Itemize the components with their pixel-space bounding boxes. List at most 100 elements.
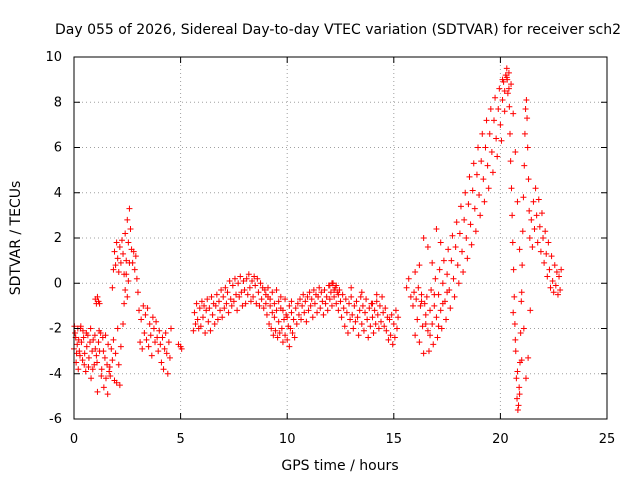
- data-point: [287, 325, 294, 332]
- data-point: [509, 212, 516, 219]
- data-point: [87, 325, 94, 332]
- x-tick-label: 15: [386, 432, 403, 447]
- data-point: [273, 307, 280, 314]
- data-point: [306, 289, 313, 296]
- data-point: [548, 253, 555, 260]
- data-point: [90, 336, 97, 343]
- data-point: [535, 196, 542, 203]
- data-point: [468, 241, 475, 248]
- data-point: [337, 298, 344, 305]
- data-point: [146, 320, 153, 327]
- y-tick-label: 0: [54, 276, 62, 291]
- data-point: [114, 255, 121, 262]
- data-point: [204, 296, 211, 303]
- data-point: [443, 316, 450, 323]
- data-point: [499, 96, 506, 103]
- data-point: [527, 307, 534, 314]
- data-point: [301, 309, 308, 316]
- data-point: [199, 314, 206, 321]
- data-point: [299, 302, 306, 309]
- data-point: [315, 293, 322, 300]
- data-point: [263, 311, 270, 318]
- data-point: [463, 235, 470, 241]
- data-point: [149, 314, 156, 321]
- data-point: [142, 311, 149, 318]
- data-point: [543, 250, 550, 257]
- data-point: [234, 307, 241, 314]
- data-point: [348, 284, 355, 291]
- data-point: [262, 300, 269, 307]
- data-point: [161, 345, 168, 352]
- data-point: [127, 225, 134, 232]
- data-point: [240, 277, 247, 284]
- data-point: [316, 284, 323, 291]
- data-point: [462, 189, 469, 196]
- data-point: [460, 268, 467, 275]
- data-point: [150, 325, 157, 332]
- data-point: [145, 343, 152, 350]
- data-point: [82, 368, 89, 375]
- data-point: [89, 366, 96, 373]
- data-point: [207, 327, 214, 334]
- data-point: [344, 330, 351, 337]
- data-point: [269, 309, 276, 316]
- data-point: [418, 291, 425, 298]
- data-point: [465, 201, 472, 208]
- data-point: [451, 293, 458, 300]
- data-point: [73, 350, 80, 357]
- data-point: [144, 305, 151, 312]
- data-point: [509, 239, 516, 246]
- data-point: [467, 221, 474, 228]
- data-point: [108, 345, 115, 352]
- data-point: [436, 266, 443, 273]
- data-point: [203, 307, 210, 314]
- data-point: [353, 298, 360, 305]
- data-point: [354, 314, 361, 321]
- data-point: [453, 219, 460, 226]
- data-point: [556, 273, 563, 280]
- data-point: [420, 350, 427, 357]
- data-point: [130, 248, 137, 255]
- data-point: [166, 354, 173, 361]
- data-point: [551, 262, 558, 269]
- data-point: [537, 248, 544, 255]
- data-point: [326, 296, 333, 303]
- data-point: [122, 287, 129, 294]
- data-point: [504, 90, 511, 97]
- data-point: [112, 350, 119, 357]
- data-point: [429, 259, 436, 266]
- data-point: [496, 85, 503, 92]
- data-point: [547, 284, 554, 291]
- data-point: [521, 130, 528, 137]
- chart-title: Day 055 of 2026, Sidereal Day-to-day VTE…: [55, 22, 621, 38]
- data-point: [378, 318, 385, 325]
- data-point: [533, 212, 540, 219]
- data-point: [470, 160, 477, 167]
- data-point: [360, 327, 367, 334]
- data-point: [86, 339, 93, 346]
- data-point: [307, 302, 314, 309]
- tick-labels: 0 5 10 15 20 25 -6 -4 -2 0 2 4 6 8 10: [45, 50, 615, 447]
- data-point: [520, 325, 527, 332]
- data-point: [209, 311, 216, 318]
- data-point: [452, 244, 459, 251]
- data-point: [251, 273, 258, 280]
- data-point: [100, 348, 107, 355]
- data-point: [230, 298, 237, 305]
- data-point: [483, 117, 490, 124]
- data-point: [423, 293, 430, 300]
- data-point: [511, 320, 518, 327]
- data-point: [291, 334, 298, 341]
- y-tick-label: -4: [49, 367, 62, 382]
- data-point: [74, 341, 81, 348]
- data-point: [159, 334, 166, 341]
- x-tick-label: 20: [492, 432, 509, 447]
- data-point: [444, 289, 451, 296]
- data-point: [348, 293, 355, 300]
- data-point: [107, 373, 114, 380]
- data-point: [484, 162, 491, 169]
- data-point: [271, 314, 278, 321]
- y-tick-label: 10: [45, 50, 62, 65]
- data-point: [198, 298, 205, 305]
- data-point: [81, 350, 88, 357]
